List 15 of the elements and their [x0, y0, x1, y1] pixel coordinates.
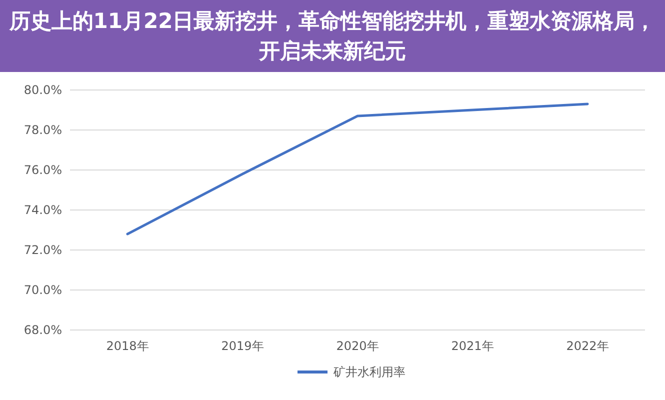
x-tick-label: 2021年 — [451, 339, 494, 353]
line-series — [126, 102, 589, 236]
y-tick-label: 72.0% — [24, 243, 62, 257]
y-tick-label: 68.0% — [24, 323, 62, 337]
legend-label: 矿井水利用率 — [332, 365, 406, 379]
y-tick-label: 80.0% — [24, 83, 62, 97]
x-tick-label: 2019年 — [221, 339, 264, 353]
x-tick-label: 2020年 — [336, 339, 379, 353]
x-tick-label: 2018年 — [106, 339, 149, 353]
y-tick-label: 70.0% — [24, 283, 62, 297]
y-tick-label: 78.0% — [24, 123, 62, 137]
y-tick-label: 76.0% — [24, 163, 62, 177]
chart-title: 历史上的11月22日最新挖井，革命性智能挖井机，重塑水资源格局，开启未来新纪元 — [0, 0, 665, 72]
y-tick-label: 74.0% — [24, 203, 62, 217]
x-tick-label: 2022年 — [566, 339, 609, 353]
